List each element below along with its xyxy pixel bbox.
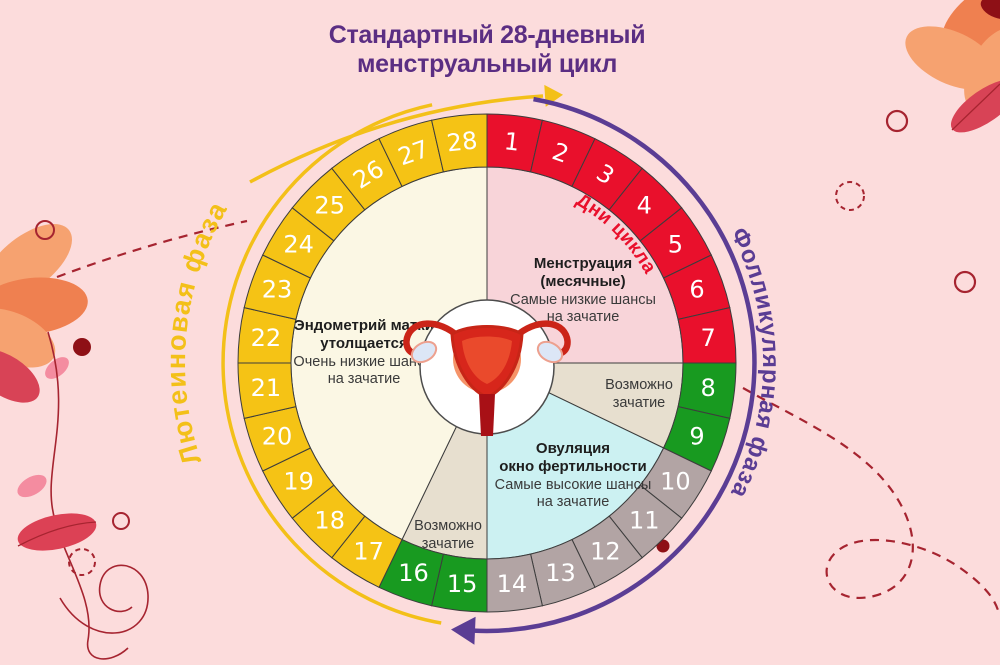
curl (59, 564, 149, 634)
label-line: Самые высокие шансы (495, 477, 652, 493)
day-number-12: 12 (590, 537, 621, 565)
label-line: зачатие (613, 395, 666, 411)
day-number-10: 10 (660, 467, 691, 495)
day-number-25: 25 (314, 192, 345, 220)
label-line: Самые низкие шансы (510, 292, 656, 308)
day-number-21: 21 (251, 374, 282, 402)
label-line: Возможно (605, 377, 673, 393)
day-number-4: 4 (637, 192, 652, 220)
petal (0, 349, 40, 403)
day-number-11: 11 (629, 506, 660, 534)
ovary-right (536, 340, 564, 364)
cycle-day-numbers: 1 234567891011121314151617181920212223242… (251, 126, 716, 598)
label-line: на зачатие (537, 494, 610, 510)
day-number-22: 22 (251, 324, 282, 352)
label-line: на зачатие (328, 371, 401, 387)
day-number-23: 23 (262, 276, 293, 304)
possible-conception-left-label: Возможно зачатие (414, 518, 482, 552)
label-line: зачатие (422, 536, 475, 552)
label-line: утолщается (320, 335, 408, 352)
leaves-bottom-left-icon (17, 474, 149, 634)
label-line: Эндометрий матки (294, 317, 434, 334)
label-line: на зачатие (547, 309, 620, 325)
dot (73, 338, 91, 356)
day-number-9: 9 (689, 423, 704, 451)
leaf-vein (951, 83, 1000, 131)
page-title-line-1: Стандартный 28-дневный (329, 21, 646, 49)
leaf (17, 474, 47, 498)
label-line: окно фертильности (499, 458, 647, 475)
day-number-18: 18 (314, 506, 345, 534)
possible-conception-right-label: Возможно зачатие (605, 377, 673, 411)
leaf (45, 357, 69, 379)
endometrium-sector-label: Эндометрий матки утолщается Очень низкие… (293, 317, 434, 387)
outline-circle (112, 512, 130, 530)
luteal-arrow-line (249, 94, 544, 184)
dashed-circle (835, 181, 865, 211)
flower-top-right-icon (905, 0, 1000, 133)
uterus-cavity (462, 336, 512, 384)
leaf (17, 513, 97, 551)
cycle-day-ring (237, 113, 737, 613)
stem (47, 331, 129, 660)
day-number-13: 13 (545, 559, 576, 587)
petal (0, 223, 72, 301)
day-number-8: 8 (700, 374, 715, 402)
dashed-circle (68, 548, 96, 576)
day-number-15: 15 (447, 570, 478, 598)
leaf-vein (17, 521, 97, 547)
ovary-left (410, 340, 438, 364)
follicular-arrow-line (472, 96, 757, 634)
day-number-16: 16 (398, 559, 429, 587)
cervix-canal (479, 394, 495, 436)
petal (0, 308, 56, 368)
leaf (950, 79, 1000, 133)
label-line: (месячные) (540, 273, 625, 290)
day-number-7: 7 (700, 324, 715, 352)
luteal-arc (221, 103, 442, 625)
day-number-24: 24 (283, 231, 314, 259)
label-line: Овуляция (536, 440, 610, 457)
day-number-20: 20 (262, 423, 293, 451)
label-line: Менструация (534, 255, 632, 272)
label-line: Возможно (414, 518, 482, 534)
day-number-1: 1 (503, 127, 521, 157)
outline-circle (885, 109, 909, 133)
petal (980, 0, 1000, 20)
day-number-6: 6 (689, 276, 704, 304)
day-cell-28 (431, 113, 488, 173)
day-number-14: 14 (497, 570, 528, 598)
menstruation-sector-label: Менструация (месячные) Самые низкие шанс… (510, 255, 656, 325)
day-number-19: 19 (283, 467, 314, 495)
day-number-5: 5 (668, 231, 683, 259)
dashed-line-left (56, 219, 248, 279)
outline-circle (953, 270, 977, 294)
day-number-28: 28 (445, 126, 478, 157)
page-title-line-2: менструальный цикл (357, 50, 617, 78)
follicular-arrow (451, 96, 757, 645)
follicular-arrowhead (451, 616, 476, 645)
flower-left-icon (0, 223, 129, 660)
day-number-17: 17 (353, 537, 384, 565)
ovulation-sector-label: Овуляция окно фертильности Самые высокие… (495, 440, 652, 510)
uterus-illustration (403, 299, 571, 436)
label-line: Очень низкие шансы (293, 354, 434, 370)
outline-circle (35, 220, 55, 240)
